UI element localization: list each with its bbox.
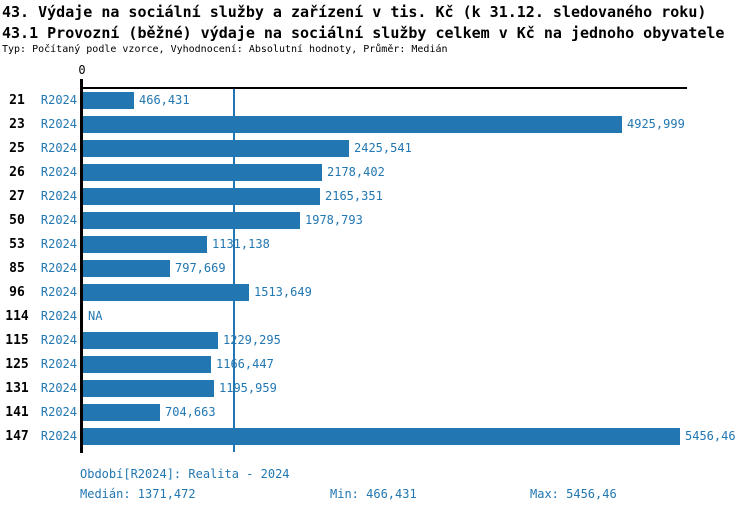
bar-value-label: 1513,649 bbox=[254, 285, 312, 299]
row-series-label: R2024 bbox=[40, 141, 77, 155]
row-series-label: R2024 bbox=[40, 213, 77, 227]
chart-row: 21 R2024 466,431 bbox=[0, 88, 750, 112]
row-category-label: 115 bbox=[5, 332, 29, 348]
row-series-label: R2024 bbox=[40, 261, 77, 275]
bar bbox=[83, 211, 300, 229]
bar-value-label: 704,663 bbox=[165, 405, 216, 419]
median-reference-line bbox=[233, 89, 235, 452]
row-series-label: R2024 bbox=[40, 309, 77, 323]
bar-value-label: 2178,402 bbox=[327, 165, 385, 179]
indicator-meta-line: Typ: Počítaný podle vzorce, Vyhodnocení:… bbox=[2, 44, 448, 55]
chart-row: 85 R2024 797,669 bbox=[0, 256, 750, 280]
chart-row: 115 R2024 1229,295 bbox=[0, 328, 750, 352]
row-category-label: 23 bbox=[9, 116, 25, 132]
row-category-label: 21 bbox=[9, 92, 25, 108]
chart-row: 96 R2024 1513,649 bbox=[0, 280, 750, 304]
row-category-label: 147 bbox=[5, 428, 29, 444]
chart-row: 147 R2024 5456,46 bbox=[0, 424, 750, 448]
row-series-label: R2024 bbox=[40, 381, 77, 395]
row-series-label: R2024 bbox=[40, 333, 77, 347]
chart-row: 114 R2024 NA bbox=[0, 304, 750, 328]
row-category-label: 141 bbox=[5, 404, 29, 420]
row-category-label: 26 bbox=[9, 164, 25, 180]
page-title: 43. Výdaje na sociální služby a zařízení… bbox=[2, 3, 707, 21]
row-category-label: 96 bbox=[9, 284, 25, 300]
page-subtitle: 43.1 Provozní (běžné) výdaje na sociální… bbox=[2, 24, 725, 42]
row-category-label: 50 bbox=[9, 212, 25, 228]
bar bbox=[83, 331, 218, 349]
chart-row: 53 R2024 1131,138 bbox=[0, 232, 750, 256]
row-category-label: 25 bbox=[9, 140, 25, 156]
row-series-label: R2024 bbox=[40, 405, 77, 419]
row-series-label: R2024 bbox=[40, 357, 77, 371]
chart-row: 25 R2024 2425,541 bbox=[0, 136, 750, 160]
plot-top-border bbox=[80, 87, 687, 89]
bar-value-label: 1978,793 bbox=[305, 213, 363, 227]
chart-row: 125 R2024 1166,447 bbox=[0, 352, 750, 376]
bar bbox=[83, 91, 134, 109]
row-series-label: R2024 bbox=[40, 165, 77, 179]
row-category-label: 53 bbox=[9, 236, 25, 252]
bar bbox=[83, 355, 211, 373]
footer-max-stat: Max: 5456,46 bbox=[530, 487, 617, 501]
chart-row: 131 R2024 1195,959 bbox=[0, 376, 750, 400]
bar-value-label: 2425,541 bbox=[354, 141, 412, 155]
row-series-label: R2024 bbox=[40, 429, 77, 443]
chart-row: 50 R2024 1978,793 bbox=[0, 208, 750, 232]
row-category-label: 85 bbox=[9, 260, 25, 276]
row-series-label: R2024 bbox=[40, 93, 77, 107]
footer-period-label: Období[R2024]: Realita - 2024 bbox=[80, 467, 290, 481]
bar bbox=[83, 187, 320, 205]
bar bbox=[83, 163, 322, 181]
bar bbox=[83, 259, 170, 277]
row-series-label: R2024 bbox=[40, 285, 77, 299]
row-series-label: R2024 bbox=[40, 189, 77, 203]
bar bbox=[83, 379, 214, 397]
bar bbox=[83, 283, 249, 301]
bar bbox=[83, 427, 680, 445]
bar-value-label: 1229,295 bbox=[223, 333, 281, 347]
chart-row: 141 R2024 704,663 bbox=[0, 400, 750, 424]
bar bbox=[83, 115, 622, 133]
chart-row: 27 R2024 2165,351 bbox=[0, 184, 750, 208]
bar-value-label: 5456,46 bbox=[685, 429, 736, 443]
bar-value-label: 466,431 bbox=[139, 93, 190, 107]
y-axis-line bbox=[80, 79, 83, 453]
bar-value-label: 1131,138 bbox=[212, 237, 270, 251]
row-category-label: 27 bbox=[9, 188, 25, 204]
bar bbox=[83, 235, 207, 253]
bar-value-label: 4925,999 bbox=[627, 117, 685, 131]
row-category-label: 125 bbox=[5, 356, 29, 372]
footer-min-stat: Min: 466,431 bbox=[330, 487, 417, 501]
bar-value-label: 797,669 bbox=[175, 261, 226, 275]
bar-value-label: 1166,447 bbox=[216, 357, 274, 371]
bar-value-label: 1195,959 bbox=[219, 381, 277, 395]
bar bbox=[83, 403, 160, 421]
bar-value-label: NA bbox=[88, 309, 103, 323]
row-series-label: R2024 bbox=[40, 237, 77, 251]
row-category-label: 114 bbox=[5, 308, 29, 324]
x-axis-zero-tick-label: 0 bbox=[78, 63, 86, 77]
footer-median-stat: Medián: 1371,472 bbox=[80, 487, 196, 501]
chart-row: 23 R2024 4925,999 bbox=[0, 112, 750, 136]
row-category-label: 131 bbox=[5, 380, 29, 396]
chart-row: 26 R2024 2178,402 bbox=[0, 160, 750, 184]
row-series-label: R2024 bbox=[40, 117, 77, 131]
bar-value-label: 2165,351 bbox=[325, 189, 383, 203]
bar bbox=[83, 139, 349, 157]
